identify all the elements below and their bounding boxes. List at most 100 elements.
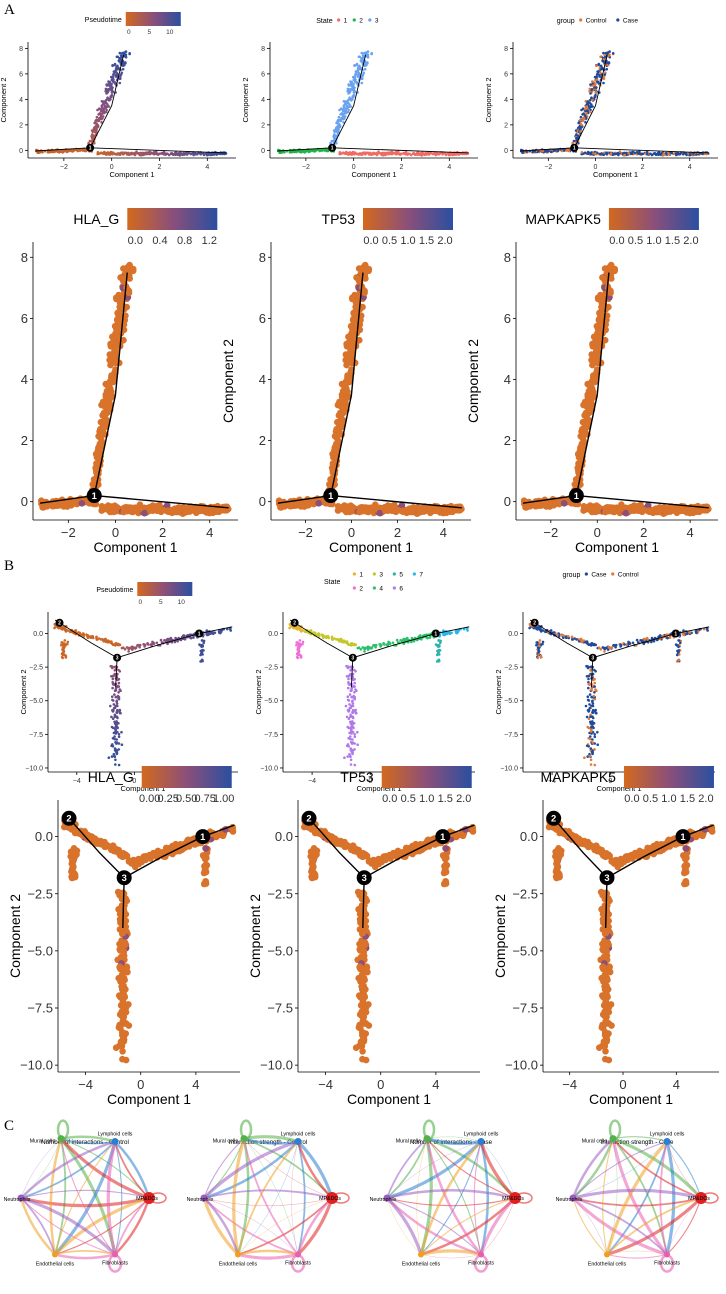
data-point [351, 704, 355, 708]
data-point [105, 110, 108, 114]
trajectory-branch [331, 54, 367, 149]
data-point [182, 634, 186, 638]
legend-title: MAPKAPK5 [525, 211, 601, 227]
data-point [87, 141, 90, 145]
y-tick-label: 2 [504, 433, 511, 448]
data-point [560, 149, 564, 153]
trajectory-branch [89, 54, 125, 149]
data-point [343, 756, 346, 759]
data-point [105, 640, 108, 644]
legend-entry-label: 1 [344, 18, 348, 25]
legend-swatch [372, 572, 376, 576]
data-point [95, 115, 99, 119]
data-point [586, 695, 590, 698]
branch-node-label: 1 [328, 491, 333, 501]
data-point [117, 59, 121, 63]
data-point [597, 62, 601, 66]
data-point [588, 151, 592, 155]
data-point [589, 758, 593, 762]
data-point [586, 109, 589, 113]
x-tick-label: 2 [641, 164, 645, 171]
data-point [541, 640, 545, 644]
data-point [115, 738, 118, 741]
data-point [688, 631, 691, 634]
data-point [152, 150, 156, 154]
branch-node-label: 1 [198, 631, 201, 637]
data-point [299, 654, 303, 658]
legend-title: HLA_G [73, 211, 119, 227]
branch-node-label: 3 [351, 656, 354, 662]
legend-tick-label: 10 [166, 29, 174, 36]
data-point [342, 121, 345, 124]
y-axis-title: Component 2 [254, 669, 263, 714]
data-point [588, 106, 591, 110]
y-tick-label: −5.0 [504, 698, 518, 705]
data-point [345, 744, 349, 748]
data-point [347, 726, 351, 730]
data-point [538, 644, 541, 647]
data-point [627, 640, 630, 644]
data-point [318, 149, 322, 153]
data-point [580, 126, 583, 129]
legend-title: TP53 [322, 211, 356, 227]
data-point [72, 149, 75, 153]
data-point [100, 121, 103, 124]
data-point [594, 643, 597, 647]
data-point [695, 631, 698, 634]
data-point [612, 643, 616, 647]
data-point [345, 640, 349, 643]
data-point [114, 750, 118, 754]
data-point [536, 656, 540, 660]
legend-title: State [316, 18, 332, 25]
data-point [351, 741, 355, 744]
data-point [608, 53, 611, 56]
data-point [139, 153, 143, 157]
data-point [344, 372, 351, 379]
data-point [539, 654, 543, 658]
data-point [91, 634, 94, 638]
data-point [104, 106, 107, 110]
data-point [344, 109, 348, 113]
data-point [580, 123, 583, 127]
branch-node-label: 1 [434, 631, 437, 637]
data-point [112, 78, 115, 81]
y-axis-title: Component 2 [465, 339, 481, 423]
data-point [594, 93, 597, 97]
y-axis-title: Component 2 [220, 339, 236, 423]
x-tick-label: 2 [400, 164, 404, 171]
data-point [101, 111, 104, 115]
data-point [353, 733, 357, 736]
data-point [354, 73, 357, 76]
y-tick-label: 8 [259, 250, 266, 265]
data-point [95, 130, 98, 133]
data-point [577, 141, 580, 145]
y-tick-label: −5.0 [264, 698, 278, 705]
data-point [143, 643, 146, 646]
y-tick-label: 4 [504, 372, 511, 387]
data-point [295, 643, 298, 647]
y-tick-label: −10.0 [260, 765, 278, 772]
data-point [113, 715, 117, 718]
y-tick-label: −2.5 [504, 665, 518, 672]
data-point [350, 309, 357, 317]
data-point [583, 151, 587, 155]
data-point [105, 108, 108, 112]
data-point [116, 68, 119, 71]
data-point [370, 52, 374, 55]
data-point [85, 633, 88, 636]
data-point [121, 151, 124, 155]
data-point [348, 693, 352, 696]
data-point [123, 63, 126, 67]
legend-tick-label: 1.0 [646, 235, 661, 247]
data-point [372, 643, 376, 647]
data-point [95, 118, 98, 122]
data-point [110, 640, 113, 643]
data-point [117, 763, 121, 767]
y-tick-label: 4 [259, 372, 266, 387]
data-point [593, 691, 596, 694]
data-point [595, 78, 599, 81]
data-point [119, 73, 123, 76]
data-point [111, 674, 115, 678]
